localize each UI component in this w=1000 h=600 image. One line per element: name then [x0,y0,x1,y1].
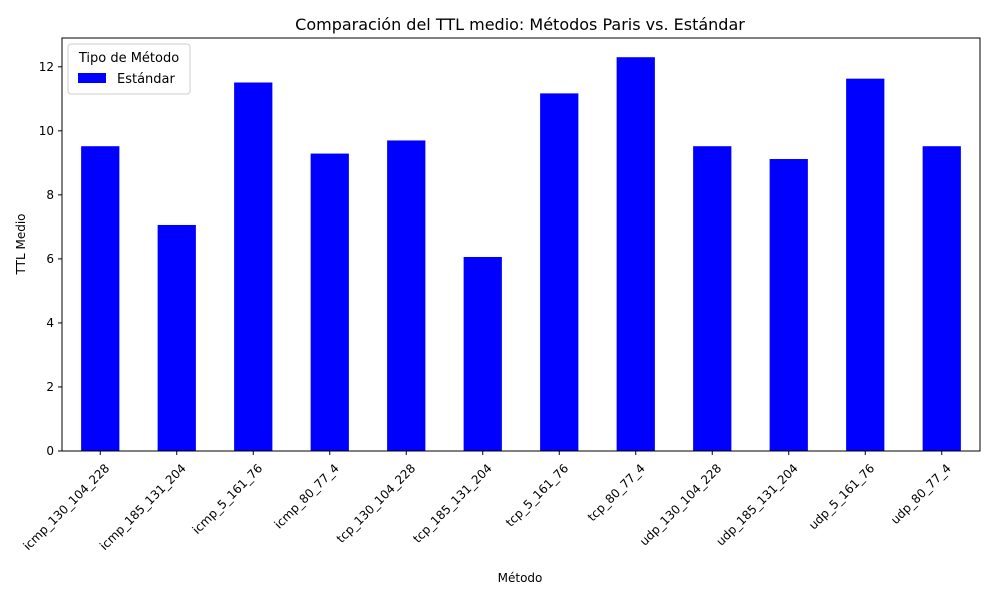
legend-swatch [78,73,106,83]
bar [693,146,732,451]
bar [157,224,196,451]
y-tick-label: 8 [46,188,54,202]
bar [310,153,349,451]
bar [81,146,120,451]
x-tick-label: icmp_130_104_228 [20,461,112,553]
chart-title: Comparación del TTL medio: Métodos Paris… [295,15,745,34]
bar [387,140,426,451]
bar [846,78,885,451]
bar [769,159,808,451]
legend-label: Estándar [117,72,176,87]
bar [922,146,961,451]
x-tick-label: icmp_5_161_76 [190,461,266,537]
x-tick-label: tcp_5_161_76 [503,461,571,529]
x-tick-label: udp_130_104_228 [637,461,724,548]
y-axis-label: TTL Medio [14,214,28,276]
y-tick-label: 0 [46,444,54,458]
y-tick-label: 12 [39,60,54,74]
y-tick-label: 6 [46,252,54,266]
y-tick-label: 10 [39,124,54,138]
bar [463,256,502,451]
x-tick-label: tcp_80_77_4 [585,461,648,524]
x-axis-label: Método [498,571,543,585]
x-tick-label: udp_5_161_76 [806,461,877,532]
bar [616,57,655,452]
bar [540,93,579,452]
y-tick-label: 2 [46,380,54,394]
x-tick-label: udp_80_77_4 [888,461,954,527]
plot-frame [61,37,981,452]
legend: Tipo de Método Estándar [67,43,191,95]
x-tick-label: icmp_185_131_204 [97,461,189,553]
x-tick-label: tcp_185_131_204 [410,461,495,546]
x-tick-label: icmp_80_77_4 [272,461,342,531]
legend-title: Tipo de Método [78,51,179,66]
y-tick-label: 4 [46,316,54,330]
bar [234,82,273,451]
x-tick-label: udp_185_131_204 [713,461,800,548]
x-tick-label: tcp_130_104_228 [334,461,419,546]
